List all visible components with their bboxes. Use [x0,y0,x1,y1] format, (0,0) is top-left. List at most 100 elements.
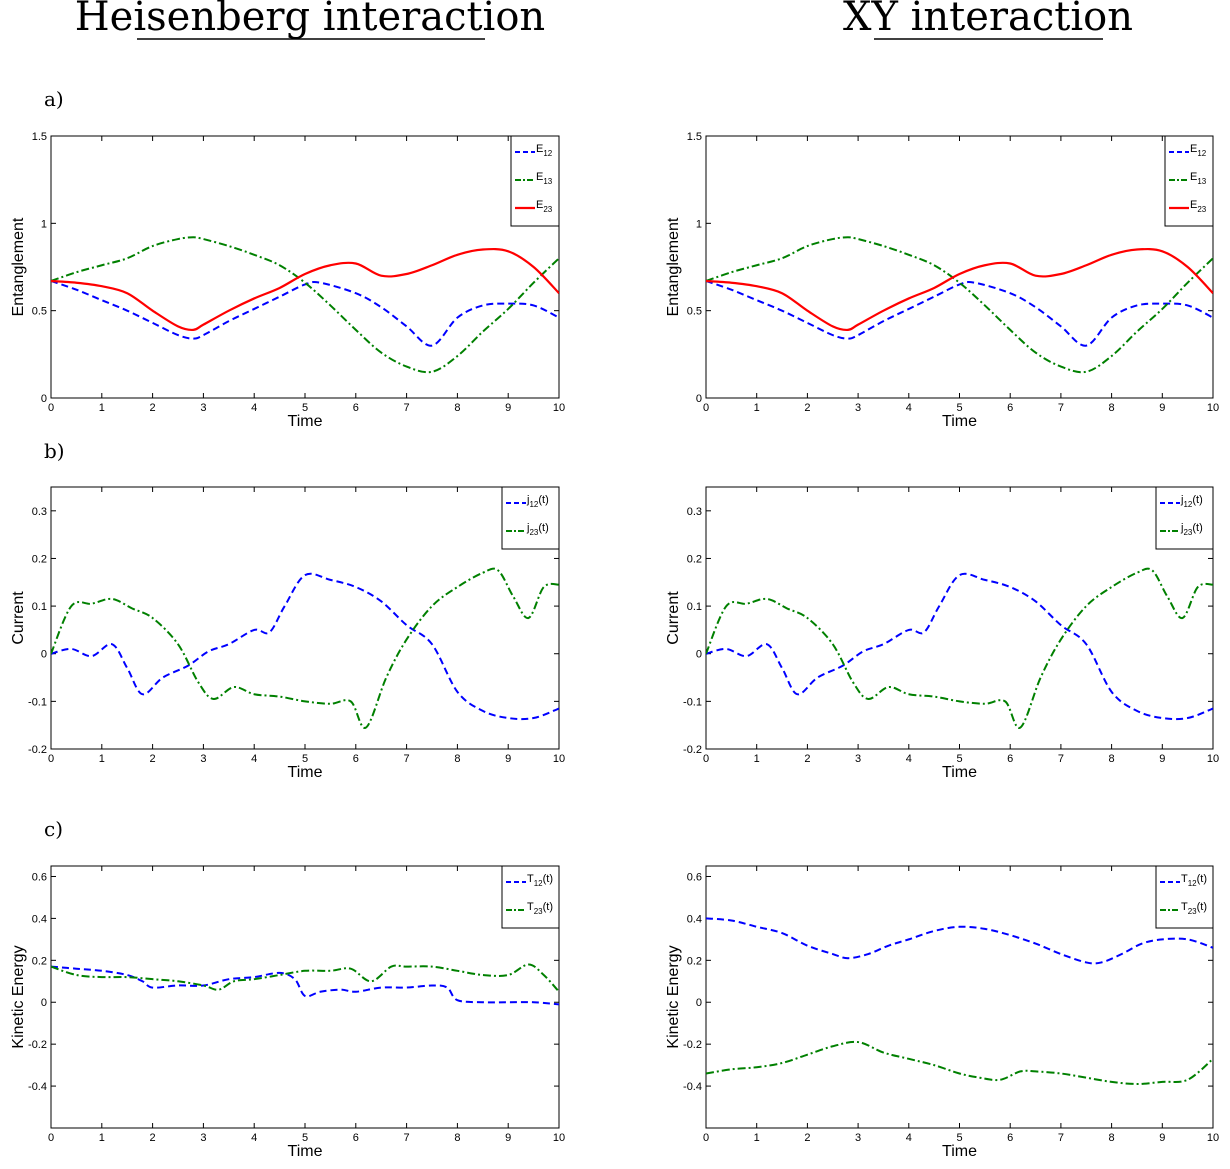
y-tick-label: -0.2 [683,1039,702,1051]
x-tick-label: 8 [1109,402,1115,414]
x-tick-label: 4 [251,1132,257,1144]
x-tick-label: 9 [1159,753,1165,765]
chart-b-heis: 0 1 2 3 4 5 6 7 8 9 10-0.2-0.100.10.20.3TimeCurren… [10,486,565,781]
y-axis-label: Entanglement [665,217,682,316]
legend: T12(t)T 23(t) [501,865,560,929]
x-tick-label: 3 [200,753,206,765]
legend-label-subscript: 12 [1188,879,1197,888]
series-lines [706,236,1213,374]
series-line-E23 [706,247,1213,332]
plot-area [705,135,1214,399]
y-tick-label: -0.2 [28,1039,47,1051]
series-line-j12 [706,572,1213,721]
legend-label-subscript: 12 [534,879,543,888]
legend-label-name: T [527,873,534,885]
x-tick-label: 4 [906,402,912,414]
legend-label-name: j [526,494,529,506]
legend-label-name: E [536,171,543,183]
legend-label: E12 [1190,143,1207,158]
series-line-T12 [51,965,559,1006]
x-axis-label: Time [942,413,977,430]
x-tick-label: 5 [956,1132,962,1144]
x-tick-label: 1 [99,402,105,414]
series-line-T12 [706,917,1213,965]
legend-label-suffix: (t) [1192,522,1202,534]
legend-label: T12(t) [527,873,553,888]
panel-label-a: a) [44,87,64,111]
legend-label: j12(t) [526,494,549,509]
y-tick-label: 0.3 [687,506,702,518]
legend-label: T23(t) [1181,901,1207,916]
legend-label-subscript: 23 [543,205,552,214]
y-tick-label: 0.3 [32,506,47,518]
legend-label-name: E [536,143,543,155]
x-tick-label: 5 [956,753,962,765]
x-tick-label: 9 [1159,1132,1165,1144]
legend: T12(t) T23(t) [1155,865,1214,929]
x-tick-label: 7 [404,1132,410,1144]
chart-a-xy: 0 1 2 3 4 5 6 7 8 9 1000.511.5TimeEntanglementE12E… [665,131,1219,430]
x-tick-label: 0 [48,1132,54,1144]
plot-area [50,135,560,399]
x-tick-label: 7 [404,753,410,765]
x-tick-label: 8 [1109,753,1115,765]
x-tick-label: 5 [956,402,962,414]
y-tick-label: 0 [41,393,47,405]
x-tick-label: 3 [855,1132,861,1144]
x-tick-label: 2 [150,402,156,414]
x-tick-label: 3 [855,402,861,414]
y-tick-label: -0.2 [683,744,702,756]
legend-label-name: E [536,199,543,211]
series-line-E12 [706,280,1213,347]
legend-label-subscript: 12 [1197,149,1206,158]
legend-label: j12(t) [1180,494,1203,509]
x-tick-label: 7 [1058,753,1064,765]
y-tick-label: 0 [696,393,702,405]
y-tick-label: 0 [696,649,702,661]
chart-a-heis: 0 1 2 3 4 5 6 7 8 9 1000.511.5TimeEntanglementE12E… [10,131,565,430]
series-line-j23 [51,567,559,729]
x-tick-label: 3 [855,753,861,765]
plot-area [705,865,1214,1129]
y-axis-label: Current [665,591,682,645]
x-tick-label: 5 [302,402,308,414]
x-tick-label: 10 [553,402,565,414]
x-tick-label: 0 [703,402,709,414]
legend-label: E12 [536,143,553,158]
legend-label: j23(t) [526,522,549,537]
x-tick-label: 1 [754,753,760,765]
x-tick-label: 8 [454,402,460,414]
legend-label-suffix: (t) [1197,901,1207,913]
legend-label-subscript: 23 [1183,528,1192,537]
x-tick-label: 6 [353,1132,359,1144]
y-tick-label: 0 [41,997,47,1009]
x-tick-label: 7 [1058,1132,1064,1144]
legend-label: T12(t) [1181,873,1207,888]
x-tick-label: 10 [1207,402,1219,414]
series-lines [51,236,559,374]
x-tick-label: 9 [505,402,511,414]
y-tick-label: 0.2 [32,553,47,565]
legend: j12(t)j23(t) [1155,486,1214,550]
series-line-E13 [706,236,1213,374]
legend-label-subscript: 12 [1183,500,1192,509]
y-tick-label: 0.1 [687,601,702,613]
x-tick-label: 10 [553,1132,565,1144]
y-tick-label: 0.2 [687,553,702,565]
legend-label: j23(t) [1180,522,1203,537]
legend-label-suffix: (t) [543,901,553,913]
x-tick-label: 3 [200,402,206,414]
x-tick-label: 2 [804,402,810,414]
x-tick-label: 2 [150,753,156,765]
y-tick-label: 0.1 [32,601,47,613]
x-axis-label: Time [288,764,323,781]
legend: j12(t) j23(t) [501,486,560,550]
x-tick-label: 5 [302,1132,308,1144]
legend-label-subscript: 23 [534,907,543,916]
legend-label-subscript: 13 [1197,177,1206,186]
series-lines [51,567,559,729]
legend-label-name: j [1180,494,1183,506]
plot-area [705,486,1214,750]
